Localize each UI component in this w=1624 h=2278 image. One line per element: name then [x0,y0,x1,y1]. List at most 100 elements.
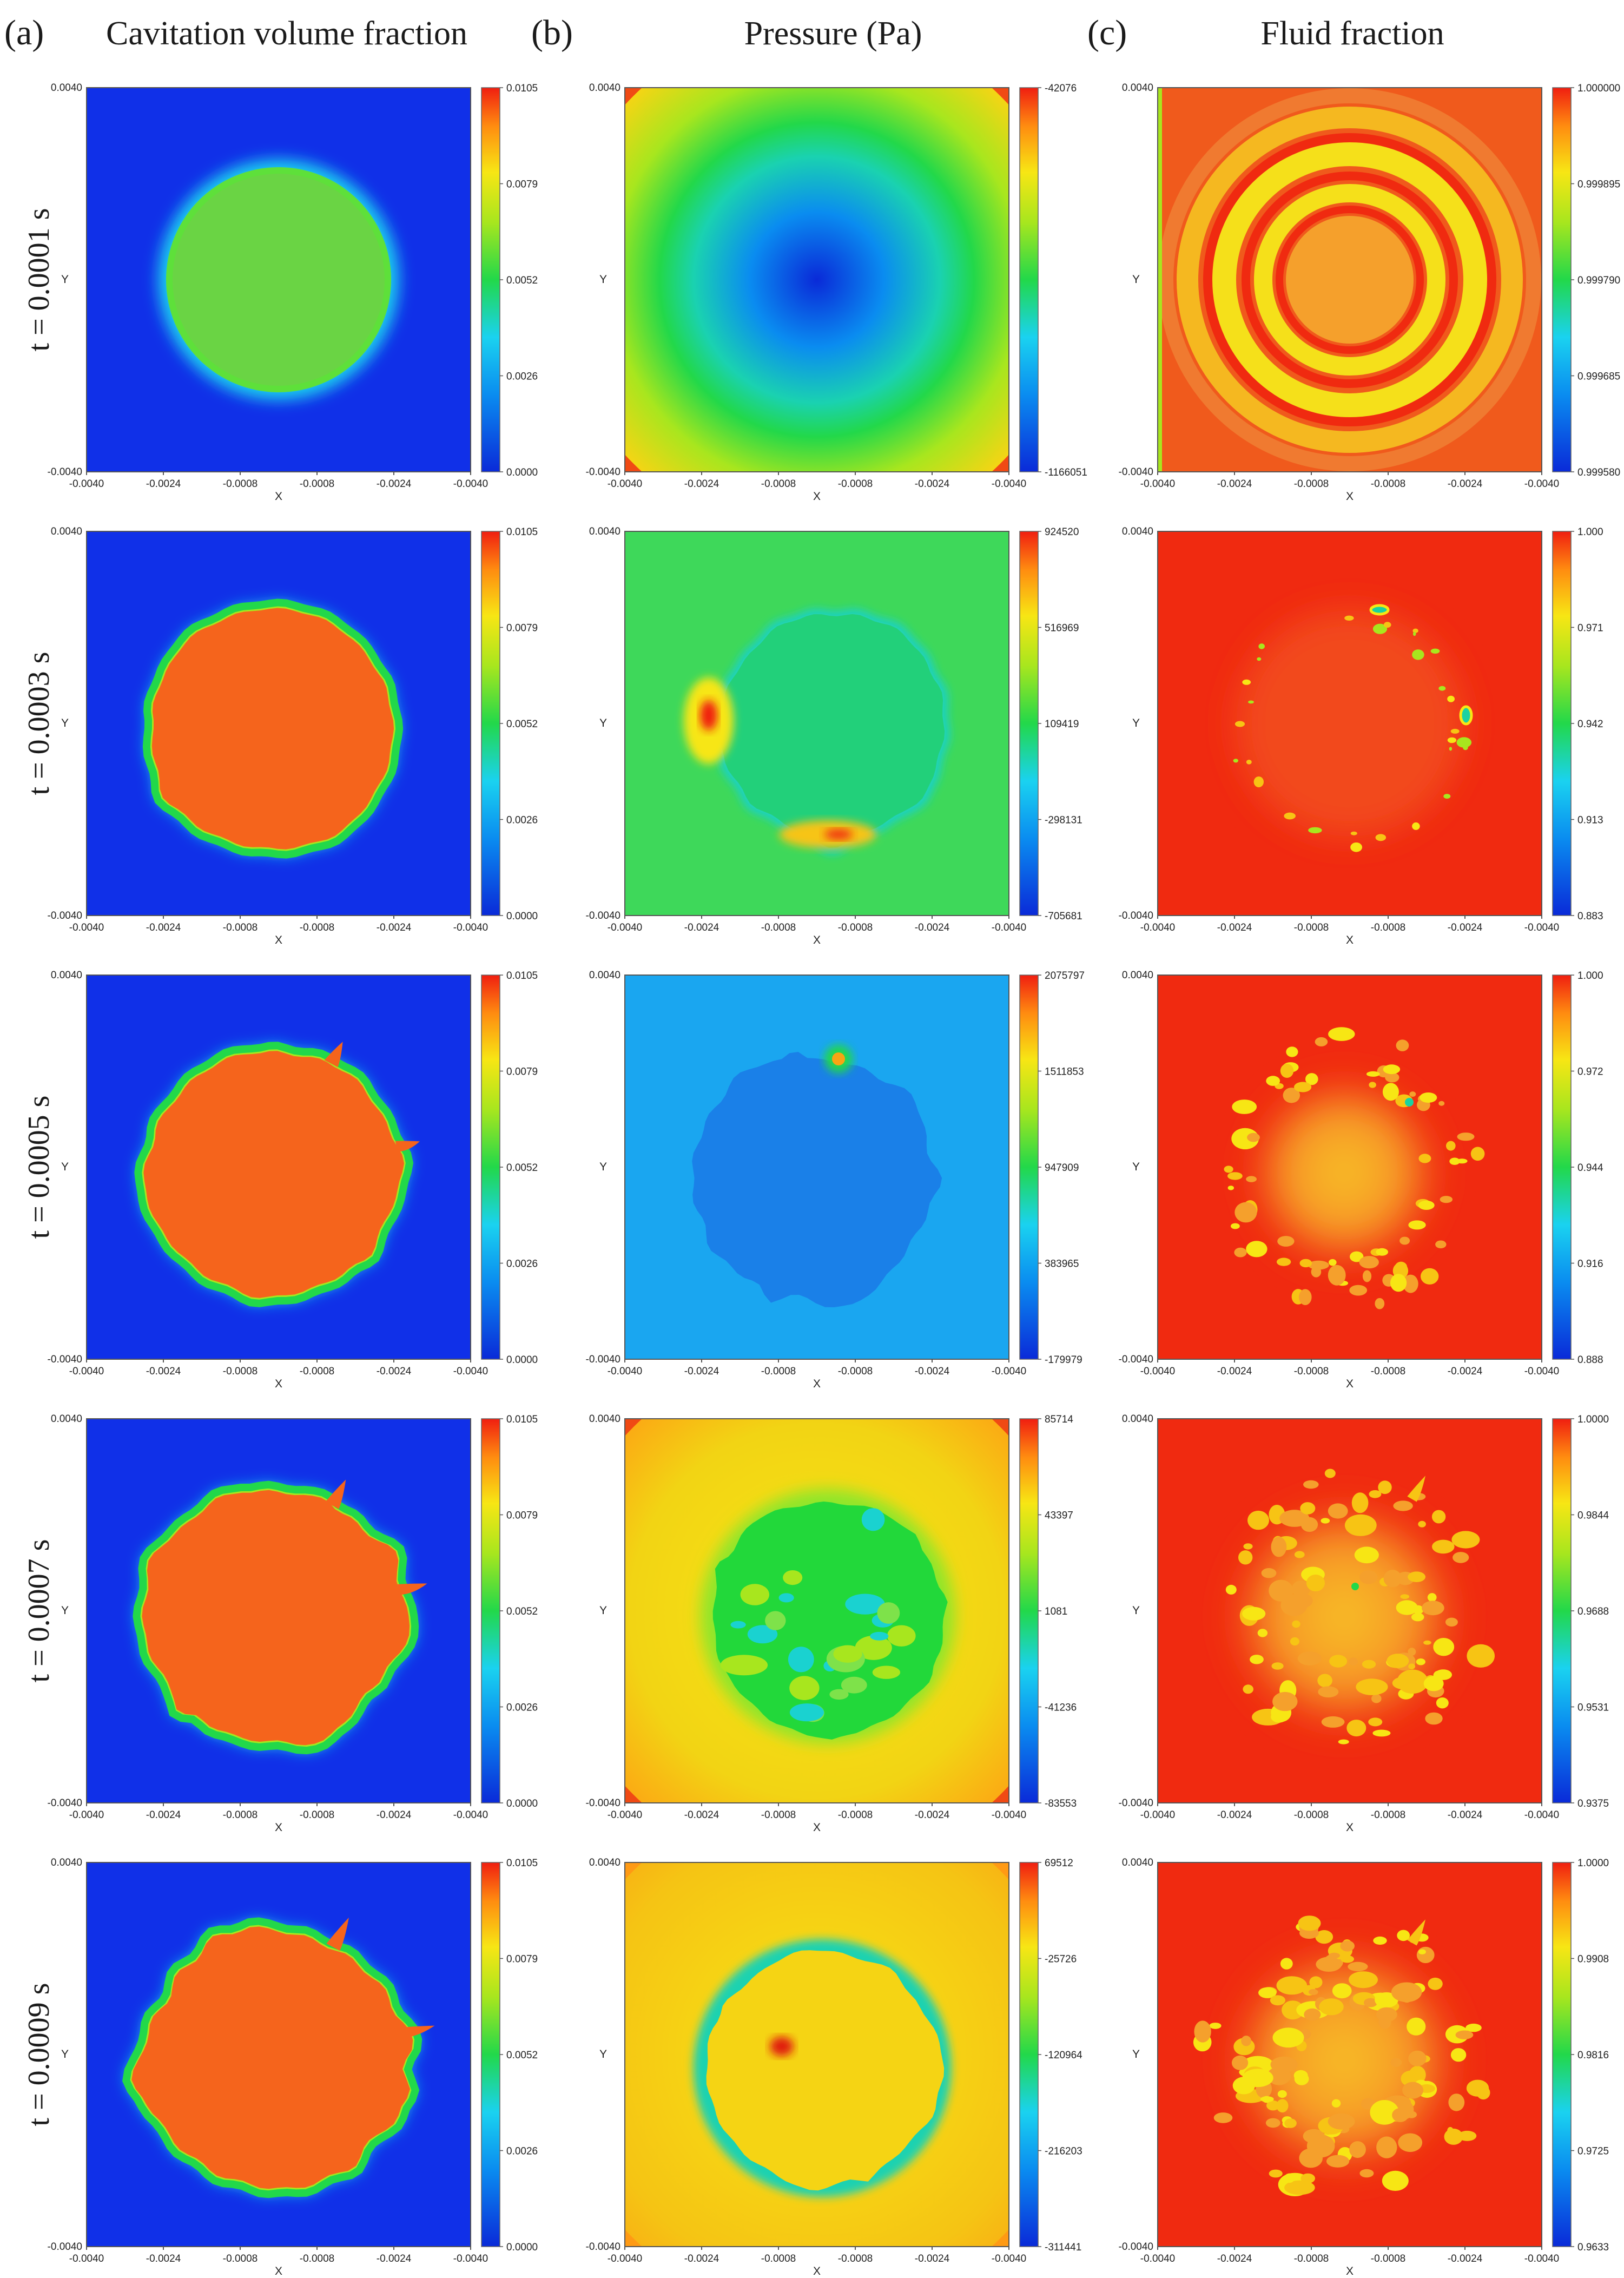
x-tick-label: -0.0008 [300,1809,334,1821]
fluid-spot [1276,1257,1291,1266]
fluid-spot [1272,2027,1304,2048]
pressure-field [625,975,1009,1359]
fluid-spot [1408,2050,1427,2066]
x-tick-label: -0.0008 [223,1366,258,1377]
colorbar [1019,1862,1039,2247]
cavitation-finger [324,1042,343,1068]
x-tick-label: -0.0008 [838,922,873,933]
y-tick-top: 0.0040 [51,526,82,537]
colorbar-label: 0.0000 [506,1798,538,1809]
fluid-spot [1246,1241,1267,1257]
fluid-spot [1284,2173,1295,2183]
fluid-spot [1213,2112,1233,2123]
colorbar-label: 0.972 [1577,1066,1603,1078]
fluid-spot [1308,1260,1329,1270]
fluid-spot [1277,1236,1295,1247]
row-time-label: t = 0.0007 s [22,1539,56,1683]
pressure-field [625,531,1009,916]
fluid-spot [1412,822,1420,830]
fluid-spot [1399,1236,1410,1245]
colorbar-label: 924520 [1045,526,1079,538]
pressure-field [625,1419,1009,1803]
x-tick-label: -0.0040 [608,2253,642,2264]
fluid-spot [1425,1712,1443,1725]
colorbar-label: -705681 [1045,911,1082,922]
fluid-spot [1433,1638,1455,1656]
fluid-spot [1438,1101,1445,1106]
x-tick-label: -0.0008 [223,478,258,490]
fluid-spot [1319,1998,1344,2016]
x-axis-label: X [1346,2265,1354,2277]
fluid-spot [1411,1612,1424,1622]
column-c-title: Fluid fraction [1260,15,1444,52]
fluid-spot [1465,2023,1482,2032]
cavitation-finger [326,1917,349,1951]
colorbar-label: -25726 [1045,1954,1077,1965]
x-axis-label: X [813,2265,821,2277]
x-axis-label: X [275,490,282,503]
pressure-bubble [712,1502,948,1740]
fluid-spot [1436,1697,1449,1709]
fluid-spot [1418,1949,1426,1954]
colorbar-label: 516969 [1045,623,1079,634]
fluid-spot [1324,2128,1332,2135]
y-axis-label: Y [599,273,607,286]
y-tick-top: 0.0040 [1122,1857,1153,1868]
x-tick-label: -0.0024 [377,922,412,933]
pressure-spot [778,1593,794,1603]
cavitation-finger [395,1141,420,1152]
colorbar-label: 0.0079 [506,623,538,634]
fluid-spot [1283,1088,1300,1103]
fluid-spot [1431,1510,1446,1524]
colorbar-label: 0.942 [1577,719,1603,730]
heatmap-panel: 0.0040 -0.0040 Y -0.0040 -0.0024 -0.0008 -0.00… [48,970,538,1390]
colorbar-label: 109419 [1045,719,1079,730]
fluid-spot [1303,2129,1325,2144]
plot-frame [86,531,471,916]
colorbar-label: 0.0079 [506,1954,538,1965]
fluid-spot [1317,1674,1332,1688]
plot-frame [86,87,471,472]
y-axis-label: Y [599,2048,607,2060]
plot-frame [86,1418,471,1803]
pressure-spot [845,1594,885,1615]
fluid-spot [1326,2155,1350,2168]
y-tick-bottom: -0.0040 [1119,466,1153,478]
fluid-spot [1378,1480,1392,1494]
fluid-spot [1406,2111,1417,2118]
colorbar-label: 1.0000 [1577,1858,1609,1869]
fluid-spot [1407,2017,1426,2036]
colorbar-label: 69512 [1045,1858,1073,1869]
fluid-spot [1241,2036,1252,2046]
fluid-spot [1308,1989,1318,1995]
fluid-spot [1257,657,1262,661]
fluid-spot [1459,705,1473,726]
colorbar-label: 0.0052 [506,719,538,730]
colorbar-label: 0.999895 [1577,179,1620,190]
x-tick-label: -0.0040 [992,478,1026,490]
colorbar-label: 1.000 [1577,526,1603,538]
colorbar-label: 2075797 [1045,970,1085,982]
x-tick-label: -0.0024 [684,922,719,933]
colorbar-label: 0.0000 [506,1354,538,1366]
pressure-spot [789,1703,824,1722]
x-axis-label: X [1346,1378,1354,1390]
x-axis-label: X [813,934,821,946]
fluid-spot [1265,2118,1280,2128]
x-tick-label: -0.0040 [1524,1366,1559,1377]
colorbar-label: 1.000000 [1577,83,1620,94]
fluid-spot [1369,604,1390,616]
fluid-spot [1293,2070,1308,2081]
fluid-spot [1340,1940,1355,1952]
x-tick-label: -0.0024 [377,2253,412,2264]
colorbar-label: 0.944 [1577,1162,1603,1174]
plot-frame [624,1418,1009,1803]
x-tick-label: -0.0008 [1294,2253,1329,2264]
fluid-spot [1412,631,1416,636]
row-time-label: t = 0.0003 s [22,652,56,795]
y-axis-label: Y [599,717,607,729]
fluid-spot [1331,2099,1341,2108]
column-a-tag: (a) [4,13,44,52]
x-tick-label: -0.0040 [69,1809,104,1821]
